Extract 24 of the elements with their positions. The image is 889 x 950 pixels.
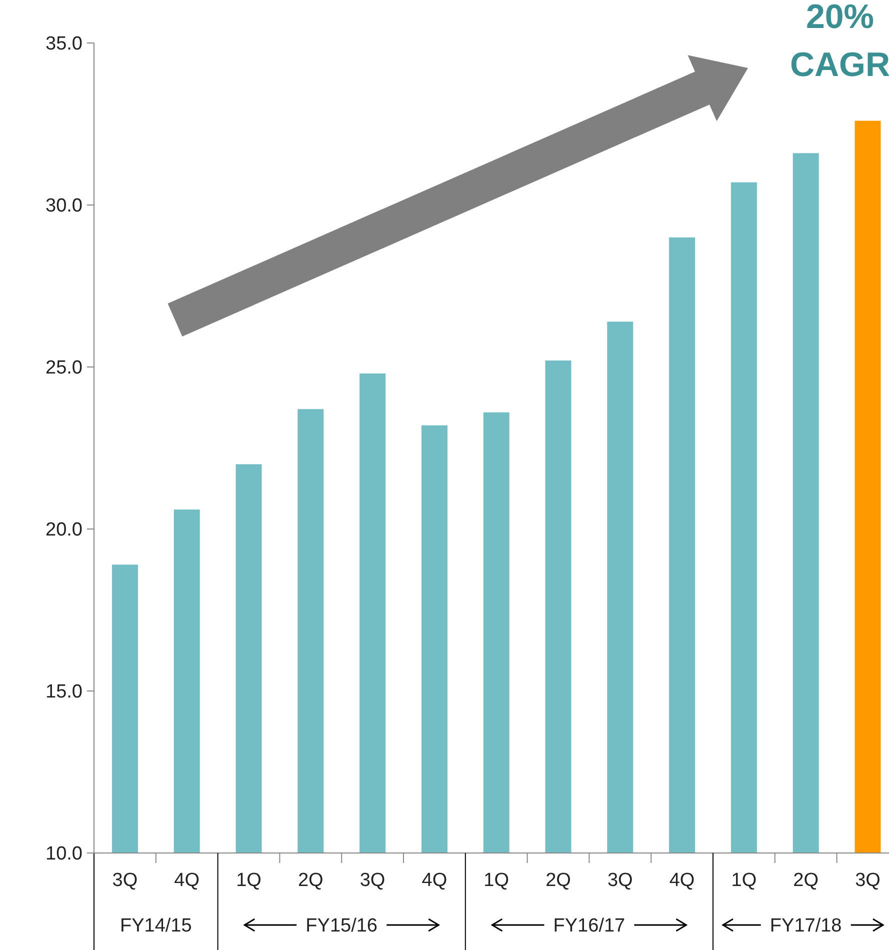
- text: FY15/16: [306, 916, 378, 937]
- x-tick-label: 2Q: [793, 870, 819, 891]
- x-tick-label: 1Q: [484, 870, 510, 891]
- y-tick-label: 20.0: [46, 520, 82, 541]
- x-tick-label: 4Q: [669, 870, 695, 891]
- y-tick-label: 35.0: [46, 34, 82, 55]
- x-tick-label: 3Q: [855, 870, 880, 891]
- x-tick-label: 1Q: [731, 870, 757, 891]
- y-tick-label: 10.0: [46, 844, 82, 865]
- text: FY14/15: [120, 916, 192, 937]
- x-tick-label: 3Q: [607, 870, 633, 891]
- y-tick-label: 15.0: [46, 682, 82, 703]
- x-tick-label: 4Q: [422, 870, 448, 891]
- x-tick-label: 1Q: [236, 870, 262, 891]
- x-tick-label: 2Q: [298, 870, 324, 891]
- annotation: 20% CAGR: [790, 0, 889, 84]
- text: FY17/18: [770, 916, 842, 937]
- y-tick-label: 30.0: [46, 196, 82, 217]
- x-tick-label: 2Q: [546, 870, 571, 891]
- x-tick-label: 3Q: [112, 870, 138, 891]
- y-tick-label: 25.0: [46, 358, 82, 379]
- x-tick-label: 4Q: [174, 870, 200, 891]
- text: FY16/17: [553, 916, 626, 937]
- x-tick-label: 3Q: [360, 870, 386, 891]
